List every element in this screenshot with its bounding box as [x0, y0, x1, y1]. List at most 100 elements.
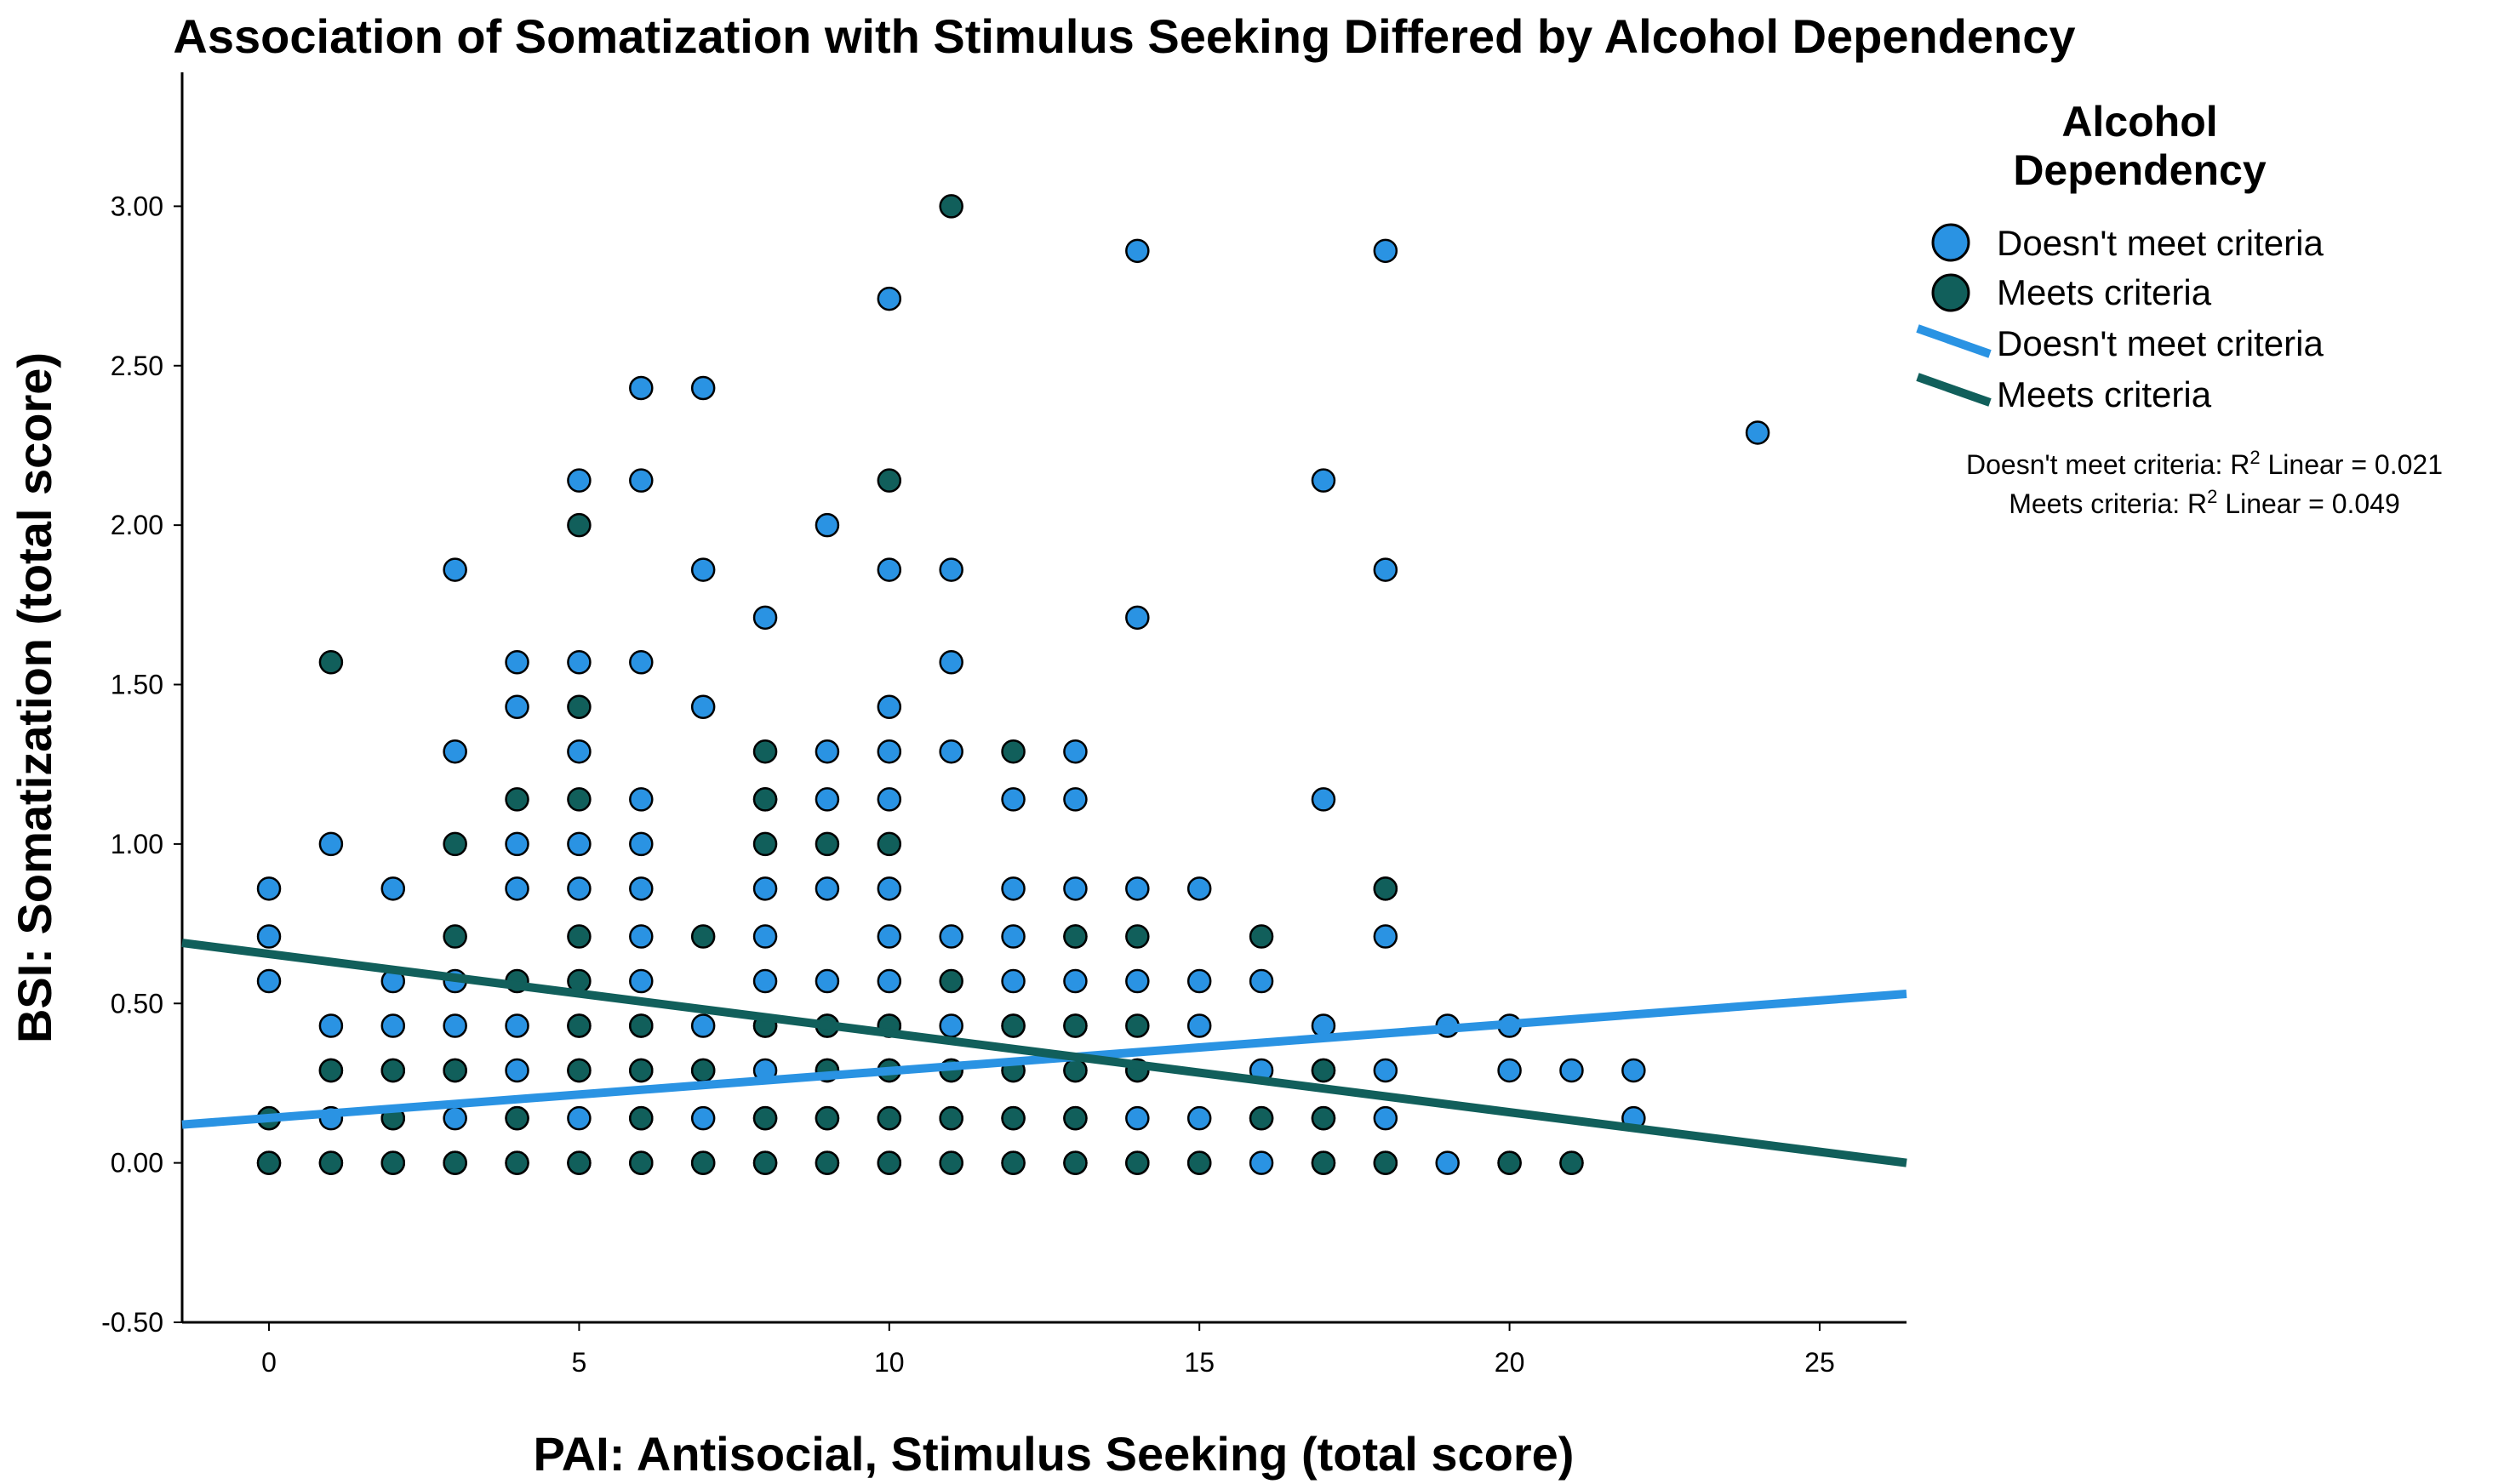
data-point: [1125, 605, 1150, 631]
legend-label-doesnt-meet: Doesn't meet criteria: [1997, 223, 2324, 263]
data-point: [318, 1058, 344, 1083]
legend-marker-doesnt-meet: [1931, 223, 1970, 262]
y-tick-label: -0.50: [101, 1307, 163, 1338]
data-point: [1186, 876, 1212, 901]
data-point: [629, 831, 654, 857]
data-point: [815, 787, 840, 812]
data-point: [256, 1150, 282, 1175]
data-point: [1001, 924, 1026, 949]
data-point: [318, 1150, 344, 1175]
data-point: [939, 739, 963, 764]
x-tick-label: 15: [1184, 1347, 1215, 1378]
data-point: [939, 650, 963, 675]
legend-marker-meets: [1931, 273, 1970, 312]
data-point: [752, 787, 778, 812]
data-point: [1373, 1058, 1398, 1083]
y-tick-label: 0.00: [111, 1148, 163, 1179]
data-point: [877, 787, 902, 812]
data-point: [567, 1058, 592, 1083]
legend: Alcohol Dependency Doesn't meet criteria…: [1916, 98, 2443, 519]
data-point: [629, 924, 654, 949]
x-axis-label: PAI: Antisocial, Stimulus Seeking (total…: [534, 1427, 1575, 1481]
data-point: [256, 924, 282, 949]
data-point: [1311, 468, 1336, 493]
data-point: [629, 1058, 654, 1083]
data-point: [690, 1105, 716, 1131]
data-point: [815, 739, 840, 764]
y-axis-label: BSI: Somatization (total score): [8, 352, 61, 1043]
data-point: [1001, 1105, 1026, 1131]
data-point: [629, 375, 654, 401]
data-point: [380, 1013, 406, 1038]
data-point: [567, 512, 592, 538]
data-point: [1373, 1105, 1398, 1131]
y-tick-label: 2.50: [111, 351, 163, 381]
data-point: [690, 557, 716, 582]
legend-label-meets: Meets criteria: [1997, 272, 2212, 312]
data-point: [1311, 1058, 1336, 1083]
data-point: [505, 1150, 529, 1175]
data-point: [629, 1150, 654, 1175]
data-point: [877, 831, 902, 857]
data-point: [815, 1150, 840, 1175]
data-point: [1125, 968, 1150, 994]
data-point: [752, 605, 778, 631]
data-point: [629, 876, 654, 901]
x-tick-label: 25: [1804, 1347, 1835, 1378]
y-tick-label: 1.00: [111, 829, 163, 859]
legend-line-meets: [1916, 373, 1992, 407]
data-point: [505, 694, 529, 719]
y-tick-label: 0.50: [111, 988, 163, 1019]
fit-line-series-0: [181, 990, 1907, 1129]
data-point: [567, 739, 592, 764]
data-point: [256, 968, 282, 994]
data-point: [567, 1150, 592, 1175]
data-point: [1125, 1150, 1150, 1175]
y-tick-label: 3.00: [111, 191, 163, 221]
data-point: [1063, 787, 1088, 812]
data-point: [877, 468, 902, 493]
data-point: [1125, 1105, 1150, 1131]
x-tick-label: 0: [261, 1347, 277, 1378]
data-point: [815, 968, 840, 994]
legend-line-label-doesnt-meet: Doesn't meet criteria: [1997, 323, 2324, 363]
data-point: [1373, 1150, 1398, 1175]
data-point: [877, 876, 902, 901]
data-point: [505, 650, 529, 675]
data-point: [505, 1058, 529, 1083]
y-tick-label: 1.50: [111, 670, 163, 700]
data-point: [690, 924, 716, 949]
data-point: [877, 694, 902, 719]
data-point: [1249, 924, 1274, 949]
legend-line-doesnt-meet: [1916, 324, 1992, 358]
data-point: [939, 924, 963, 949]
chart-title: Association of Somatization with Stimulu…: [173, 9, 2075, 63]
data-point: [1186, 1150, 1212, 1175]
data-point: [690, 375, 716, 401]
data-point: [1745, 420, 1770, 445]
data-point: [1186, 1105, 1212, 1131]
data-point: [318, 831, 344, 857]
data-point: [1001, 739, 1026, 764]
data-point: [443, 1105, 467, 1131]
data-point: [690, 1013, 716, 1038]
data-point: [939, 968, 963, 994]
r-squared-meets: Meets criteria: R2 Linear = 0.049: [2009, 486, 2400, 519]
data-point: [877, 557, 902, 582]
data-point: [1063, 1150, 1088, 1175]
data-point: [690, 1150, 716, 1175]
data-point: [1186, 968, 1212, 994]
data-point: [1063, 739, 1088, 764]
data-point: [752, 739, 778, 764]
data-point: [380, 876, 406, 901]
data-point: [505, 1105, 529, 1131]
data-point: [877, 286, 902, 311]
data-point: [752, 1105, 778, 1131]
data-point: [1001, 876, 1026, 901]
y-tick-labels: -0.50 0.00 0.50 1.00 1.50 2.00 2.50 3.00: [101, 191, 182, 1338]
data-point: [505, 1013, 529, 1038]
data-point: [567, 694, 592, 719]
data-point: [505, 876, 529, 901]
data-point: [1311, 787, 1336, 812]
data-point: [567, 1105, 592, 1131]
